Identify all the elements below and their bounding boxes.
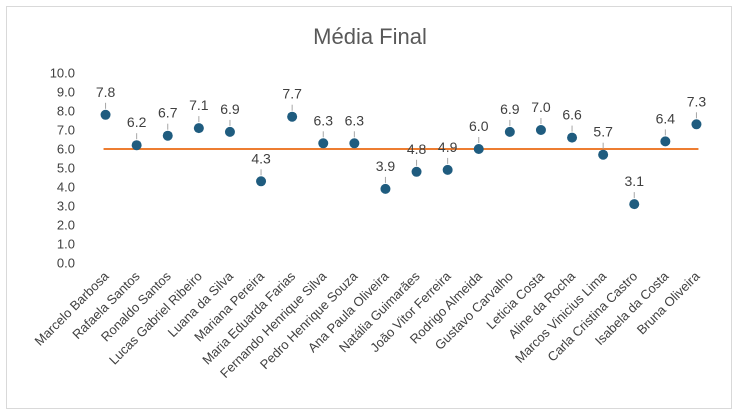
data-point <box>629 199 640 210</box>
data-point <box>193 123 204 134</box>
data-label: 4.9 <box>438 139 458 155</box>
y-tick-label: 6.0 <box>57 142 75 157</box>
y-tick-label: 10.0 <box>50 66 75 81</box>
data-label: 7.1 <box>189 97 209 113</box>
data-point <box>660 136 671 147</box>
data-point <box>287 111 298 122</box>
data-label: 6.9 <box>220 101 240 117</box>
data-point <box>380 183 391 194</box>
data-point <box>349 138 360 149</box>
chart-frame <box>6 6 732 409</box>
data-label: 6.0 <box>469 118 489 134</box>
data-point <box>162 130 173 141</box>
data-point <box>504 126 515 137</box>
y-tick-label: 1.0 <box>57 237 75 252</box>
data-label: 4.3 <box>251 150 271 166</box>
data-label: 6.3 <box>345 112 365 128</box>
data-point <box>318 138 329 149</box>
y-tick-label: 5.0 <box>57 161 75 176</box>
data-label: 7.0 <box>531 99 551 115</box>
y-axis: 0.0 1.0 2.0 3.0 4.0 5.0 6.0 7.0 8.0 9.0 10.0 <box>50 66 75 271</box>
data-point <box>411 166 422 177</box>
data-label: 6.4 <box>656 110 676 126</box>
data-label: 7.3 <box>687 93 707 109</box>
data-point <box>256 176 267 187</box>
data-point <box>473 144 484 154</box>
data-label: 7.8 <box>96 84 116 100</box>
data-label: 6.3 <box>314 112 334 128</box>
data-label: 5.7 <box>593 124 613 140</box>
data-point <box>131 140 142 151</box>
y-tick-label: 2.0 <box>57 218 75 233</box>
data-points: 7.8 6.2 6.7 7.1 6.9 4.3 7.7 6.3 6.3 3.9 4.8 4.9 6.0 6… <box>96 84 707 210</box>
y-tick-label: 0.0 <box>57 256 75 271</box>
data-label: 6.2 <box>127 114 147 130</box>
data-label: 7.7 <box>282 86 302 102</box>
data-label: 3.1 <box>625 173 645 189</box>
data-point <box>535 125 546 135</box>
data-point <box>691 119 702 130</box>
data-point <box>224 126 235 137</box>
y-tick-label: 8.0 <box>57 104 75 119</box>
data-point <box>598 149 609 160</box>
data-label: 6.9 <box>500 101 520 117</box>
data-label: 4.8 <box>407 141 427 157</box>
data-point <box>442 164 453 175</box>
data-label: 6.6 <box>562 107 582 123</box>
data-label: 3.9 <box>376 158 396 174</box>
data-point <box>567 132 578 143</box>
y-tick-label: 3.0 <box>57 199 75 214</box>
data-label: 6.7 <box>158 105 178 121</box>
y-tick-label: 9.0 <box>57 85 75 100</box>
chart-title: Média Final <box>313 24 427 49</box>
data-point <box>100 109 111 120</box>
y-tick-label: 7.0 <box>57 123 75 138</box>
y-tick-label: 4.0 <box>57 180 75 195</box>
